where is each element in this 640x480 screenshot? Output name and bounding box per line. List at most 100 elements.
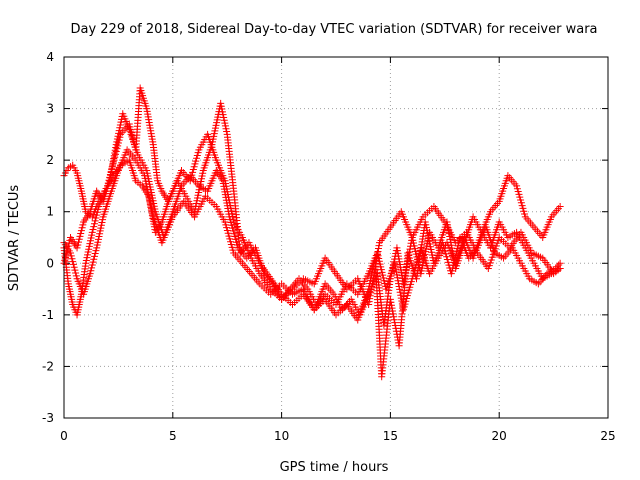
data-point-fill [555,261,563,269]
data-point-fill [369,274,377,282]
data-point-fill [92,247,100,255]
data-point-fill [77,227,85,235]
y-tick-label: -1 [42,308,54,322]
data-point-fill [88,261,96,269]
data-point-fill [553,263,561,271]
data-point-fill [391,262,399,270]
data-point-fill [71,266,79,274]
data-point [386,295,394,303]
data-point-fill [392,268,400,276]
y-tick-label: 4 [46,50,54,64]
data-point-fill [366,295,374,303]
data-point-fill [393,271,401,279]
data-point [86,270,94,278]
data-point-fill [92,214,100,222]
series-trace-a [60,84,564,329]
data-point-fill [396,288,404,296]
data-point-fill [367,286,375,294]
y-tick-label: 3 [46,102,54,116]
data-point-fill [366,292,374,300]
data-point-fill [391,319,399,327]
data-point-fill [90,220,98,228]
data-point-fill [395,280,403,288]
data-point [391,259,399,267]
data-point-fill [91,217,99,225]
data-point-fill [365,298,373,306]
y-tick-label: 2 [46,153,54,167]
series-trace-c [60,110,564,309]
data-points [60,84,564,381]
y-tick-label: 0 [46,256,54,270]
chart-title: Day 229 of 2018, Sidereal Day-to-day VTE… [70,22,597,37]
y-tick-label: 1 [46,205,54,219]
plot-frame [63,56,609,419]
data-point-fill [69,258,77,266]
data-point-fill [74,241,82,249]
data-point-fill [88,264,96,272]
data-point-fill [75,238,83,246]
x-tick-label: 25 [600,429,615,443]
x-tick-label: 15 [383,429,398,443]
data-point-fill [67,252,75,260]
data-point-fill [368,280,376,288]
data-point-fill [68,255,76,263]
data-point-fill [69,260,77,268]
data-point-fill [93,208,101,216]
data-point-fill [390,313,398,321]
data-point-fill [370,271,378,279]
data-point-fill [394,277,402,285]
data-point-fill [78,224,86,232]
data-point-fill [90,223,98,231]
data-point-fill [113,145,121,153]
data-point-fill [90,255,98,263]
data-point-fill [79,221,87,229]
data-point-fill [387,301,395,309]
data-point-fill [61,256,69,264]
x-axis-title: GPS time / hours [280,460,389,475]
data-point [556,203,564,211]
data-point [73,244,81,252]
data-point-fill [91,250,99,258]
data-point-fill [77,229,85,237]
x-tick-label: 10 [274,429,289,443]
data-point-fill [405,248,413,256]
data-point-fill [89,258,97,266]
data-point-fill [367,289,375,297]
data-point-fill [75,235,83,243]
data-point-fill [374,245,382,253]
data-point-fill [93,211,101,219]
data-point-fill [371,265,379,273]
data-point [67,249,75,257]
data-point-fill [89,225,97,233]
data-point-fill [90,252,98,260]
data-point [88,228,96,236]
data-point-fill [61,254,69,262]
data-point-fill [397,291,405,299]
data-point-fill [393,274,401,282]
data-point [365,301,373,309]
data-point-fill [390,316,398,324]
data-point-fill [395,282,403,290]
data-point [556,264,564,272]
data-point-fill [72,269,80,277]
data-point-fill [388,304,396,312]
data-point-fill [112,148,120,156]
y-tick-label: -2 [42,359,54,373]
data-point-fill [72,272,80,280]
data-point-fill [389,307,397,315]
y-tick-label: -3 [42,411,54,425]
data-point-fill [70,263,78,271]
y-axis-title: SDTVAR / TECUs [7,185,22,292]
data-point-fill [396,285,404,293]
x-tick-label: 0 [60,429,68,443]
data-point-fill [76,232,84,240]
data-point-fill [368,283,376,291]
data-point-fill [370,268,378,276]
data-point-fill [369,277,377,285]
data-point-fill [94,205,102,213]
data-point-fill [387,298,395,306]
data-point-fill [389,310,397,318]
data-point-fill [392,265,400,273]
data-point-fill [375,242,383,250]
